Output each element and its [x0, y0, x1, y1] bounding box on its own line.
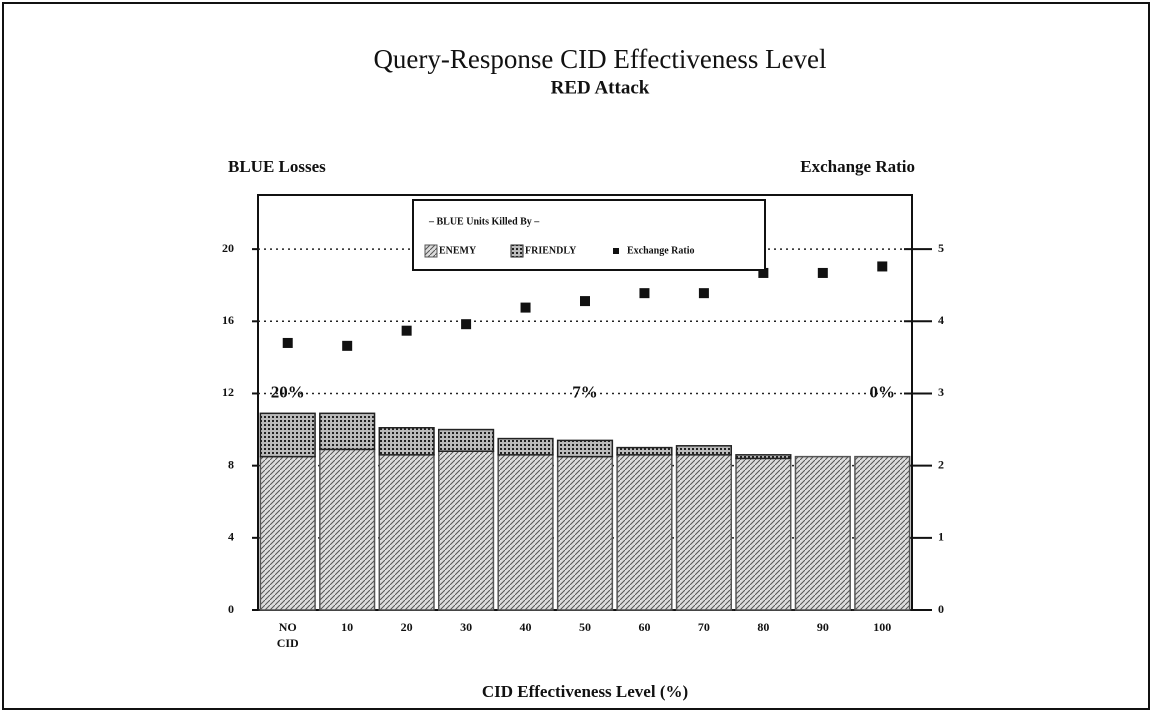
exchange-ratio-point [580, 296, 590, 307]
bar-segment [616, 454, 673, 611]
annotation: 20% [271, 382, 305, 401]
y2-tick-label: 0 [938, 602, 944, 616]
y-tick-label: 4 [228, 530, 234, 544]
x-tick-label: 50 [579, 620, 591, 634]
bar-segment [259, 412, 316, 458]
x-tick-label: 30 [460, 620, 472, 634]
bar-segment [497, 454, 554, 611]
bar-segment [794, 455, 851, 611]
bar-segment [735, 454, 792, 460]
bar-segment [497, 437, 554, 456]
bar-segment [319, 412, 376, 451]
legend-swatch [510, 244, 524, 258]
annotation: 0% [870, 382, 896, 401]
y-tick-label: 16 [222, 313, 234, 327]
x-tick-label: 10 [341, 620, 353, 634]
y-tick-label: 8 [228, 457, 234, 471]
y2-tick-label: 2 [938, 457, 944, 471]
y2-tick-label: 5 [938, 241, 944, 255]
bar-segment [437, 428, 495, 452]
bar-segment [319, 448, 376, 611]
bar-segment [556, 455, 614, 611]
exchange-ratio-point [698, 288, 709, 299]
y2-tick-label: 3 [938, 385, 944, 399]
legend-label: Exchange Ratio [627, 245, 695, 256]
y-axis-label: BLUE Losses [228, 157, 326, 176]
bar-segment [556, 439, 614, 458]
bar-segment [854, 455, 911, 611]
bar-segment [259, 455, 316, 611]
x-tick-label: NO CID [277, 620, 299, 650]
exchange-ratio-point [401, 325, 412, 336]
bar-segment [675, 454, 733, 611]
y2-axis-label: Exchange Ratio [800, 157, 915, 176]
y-tick-label: 0 [228, 602, 234, 616]
exchange-ratio-point [817, 267, 828, 278]
x-tick-label: 70 [698, 620, 710, 634]
x-tick-label: 100 [873, 620, 891, 634]
y2-tick-label: 4 [938, 313, 944, 327]
exchange-ratio-point [282, 337, 293, 348]
legend-title: – BLUE Units Killed By – [428, 216, 540, 227]
chart-subtitle: RED Attack [551, 77, 650, 98]
y-tick-label: 12 [222, 385, 234, 399]
x-axis-label: CID Effectiveness Level (%) [482, 682, 688, 701]
exchange-ratio-point [342, 340, 353, 351]
exchange-ratio-point [877, 261, 888, 272]
x-tick-label: 60 [638, 620, 650, 634]
bar-segment [378, 454, 435, 611]
legend-swatch [613, 248, 619, 254]
bar-segment [735, 457, 792, 611]
y-tick-label: 20 [222, 241, 234, 255]
bar-segment [616, 446, 673, 456]
x-tick-label: 20 [401, 620, 413, 634]
legend-label: FRIENDLY [525, 245, 577, 256]
x-tick-label: 80 [757, 620, 769, 634]
bar-segment [437, 450, 495, 611]
bar-segment [378, 427, 435, 456]
exchange-ratio-point [758, 267, 769, 278]
y2-tick-label: 1 [938, 530, 944, 544]
exchange-ratio-point [639, 288, 650, 299]
exchange-ratio-point [461, 319, 472, 330]
legend-box [412, 199, 766, 271]
annotation: 7% [572, 382, 598, 401]
chart-title: Query-Response CID Effectiveness Level [373, 44, 826, 74]
legend-label: ENEMY [439, 245, 477, 256]
x-tick-label: 40 [520, 620, 532, 634]
bar-segment [675, 445, 733, 456]
legend-swatch [424, 244, 438, 258]
x-tick-label: 90 [817, 620, 829, 634]
exchange-ratio-point [520, 302, 531, 313]
